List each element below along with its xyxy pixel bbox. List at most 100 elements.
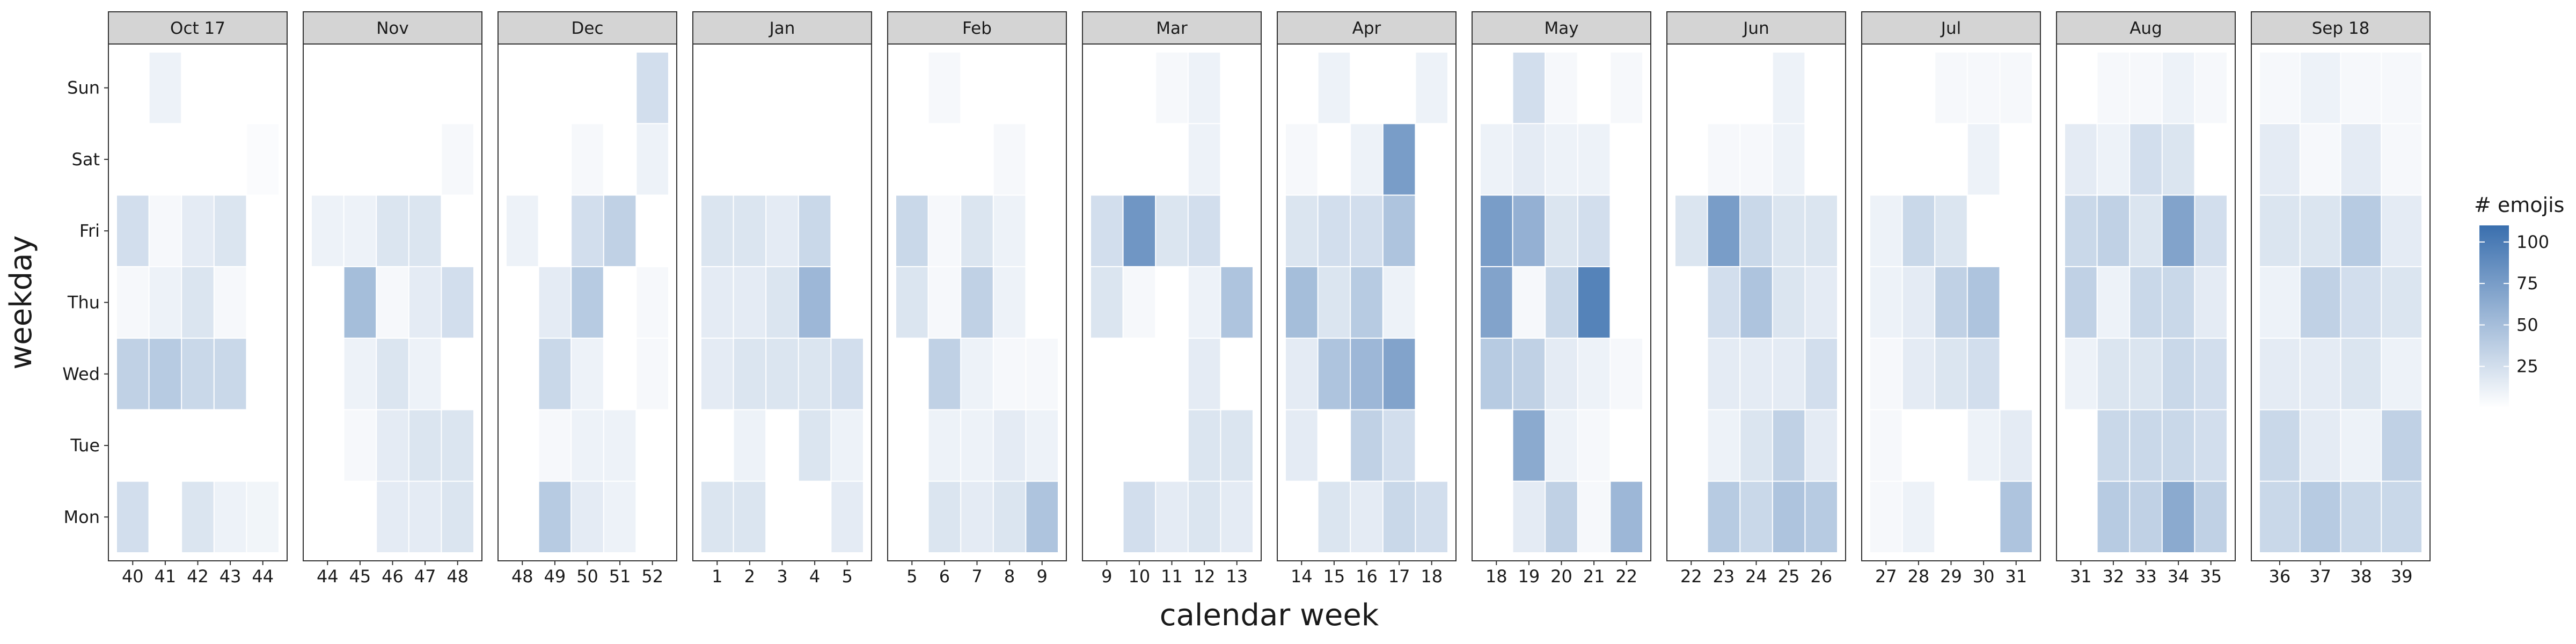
- heatmap-tile: [1318, 267, 1350, 338]
- heatmap-tile: [507, 267, 538, 338]
- heatmap-tile: [766, 195, 798, 266]
- heatmap-tile: [312, 339, 343, 409]
- color-legend: # emojis 25 50 75 100: [2474, 193, 2564, 408]
- heatmap-tile: [604, 410, 636, 481]
- heatmap-tile: [734, 339, 766, 409]
- heatmap-tile: [1286, 195, 1318, 266]
- facet-strip: [303, 11, 482, 45]
- heatmap-tile: [117, 124, 149, 195]
- heatmap-tile: [2130, 410, 2162, 481]
- heatmap-tile: [1351, 339, 1382, 409]
- heatmap-tile: [993, 53, 1026, 123]
- heatmap-tile: [182, 124, 214, 195]
- heatmap-tile: [799, 267, 831, 338]
- heatmap-tile: [312, 267, 343, 338]
- x-tick-label: 40: [122, 566, 144, 587]
- heatmap-tile: [701, 267, 733, 338]
- heatmap-tile: [1156, 53, 1188, 123]
- heatmap-tile: [1286, 410, 1318, 481]
- heatmap-tile: [117, 410, 149, 481]
- heatmap-tile: [1902, 339, 1935, 409]
- x-tick-label: 9: [1037, 566, 1048, 587]
- heatmap-tile: [896, 195, 928, 266]
- heatmap-tile: [1188, 195, 1220, 266]
- x-tick-label: 1: [712, 566, 722, 587]
- x-tick-label: 18: [1421, 566, 1443, 587]
- heatmap-tile: [1123, 124, 1155, 195]
- heatmap-tile: [442, 53, 473, 123]
- heatmap-tile: [1091, 339, 1123, 409]
- heatmap-tile: [1481, 124, 1512, 195]
- heatmap-tile: [2000, 124, 2032, 195]
- heatmap-tile: [1416, 481, 1447, 552]
- x-tick-label: 24: [1745, 566, 1767, 587]
- x-tick-label: 27: [1875, 566, 1897, 587]
- heatmap-tile: [1740, 410, 1772, 481]
- heatmap-tile: [247, 339, 279, 409]
- heatmap-tile: [1902, 410, 1935, 481]
- heatmap-tile: [1773, 267, 1805, 338]
- heatmap-tile: [1578, 410, 1610, 481]
- heatmap-tile: [1156, 195, 1188, 266]
- heatmap-tile: [1870, 410, 1902, 481]
- heatmap-tile: [1935, 53, 1967, 123]
- heatmap-tile: [507, 339, 538, 409]
- heatmap-tile: [1578, 195, 1610, 266]
- heatmap-tile: [2300, 339, 2340, 409]
- heatmap-tile: [247, 53, 279, 123]
- heatmap-tile: [539, 339, 571, 409]
- heatmap-tile: [1773, 53, 1805, 123]
- heatmap-tile: [1221, 339, 1253, 409]
- facet-strip-label: Mar: [1156, 19, 1188, 38]
- heatmap-tile: [2065, 195, 2097, 266]
- heatmap-tile: [1611, 267, 1642, 338]
- heatmap-tile: [2341, 53, 2381, 123]
- heatmap-tile: [1740, 481, 1772, 552]
- heatmap-tile: [1026, 124, 1058, 195]
- x-tick-label: 23: [1713, 566, 1735, 587]
- facet-strip: [497, 11, 677, 45]
- heatmap-tile: [2300, 481, 2340, 552]
- heatmap-tile: [2097, 124, 2129, 195]
- heatmap-tile: [896, 53, 928, 123]
- heatmap-tile: [1416, 124, 1447, 195]
- heatmap-tile: [1383, 481, 1415, 552]
- heatmap-tile: [1967, 339, 2000, 409]
- heatmap-tile: [409, 481, 441, 552]
- heatmap-tile: [1351, 267, 1382, 338]
- x-tick-label: 26: [1810, 566, 1832, 587]
- heatmap-tile: [214, 410, 246, 481]
- heatmap-tile: [2162, 53, 2194, 123]
- legend-colorbar: [2479, 225, 2509, 408]
- heatmap-tile: [377, 53, 408, 123]
- heatmap-tile: [1026, 195, 1058, 266]
- y-axis-title: weekday: [4, 235, 39, 369]
- heatmap-tile: [117, 339, 149, 409]
- x-tick-label: 47: [414, 566, 436, 587]
- heatmap-tile: [1773, 124, 1805, 195]
- heatmap-tile: [636, 195, 668, 266]
- heatmap-tile: [344, 481, 376, 552]
- heatmap-tile: [799, 410, 831, 481]
- heatmap-tile: [1286, 339, 1318, 409]
- heatmap-tile: [701, 339, 733, 409]
- x-tick-label: 49: [544, 566, 566, 587]
- facet-strip-label: Jun: [1742, 19, 1769, 38]
- heatmap-tile: [993, 267, 1026, 338]
- heatmap-tile: [312, 124, 343, 195]
- heatmap-tile: [993, 195, 1026, 266]
- heatmap-tile: [1611, 339, 1642, 409]
- heatmap-tile: [442, 124, 473, 195]
- heatmap-tile: [1967, 267, 2000, 338]
- x-tick-label: 9: [1101, 566, 1112, 587]
- heatmap-tile: [507, 53, 538, 123]
- heatmap-tile: [1156, 267, 1188, 338]
- heatmap-tile: [1091, 195, 1123, 266]
- heatmap-tile: [1805, 481, 1837, 552]
- heatmap-tile: [1740, 339, 1772, 409]
- heatmap-tile: [149, 410, 181, 481]
- heatmap-tile: [1935, 124, 1967, 195]
- x-tick-label: 42: [187, 566, 209, 587]
- heatmap-tile: [1221, 195, 1253, 266]
- heatmap-tile: [1773, 339, 1805, 409]
